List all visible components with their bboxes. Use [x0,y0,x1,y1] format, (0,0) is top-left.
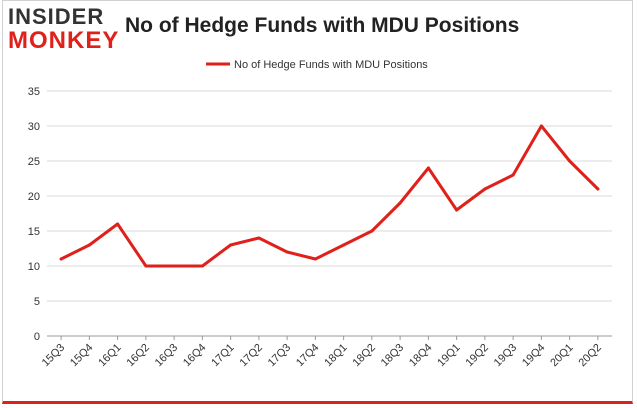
data-point [313,257,317,261]
x-tick-label: 16Q1 [96,342,124,370]
y-tick-label: 35 [28,86,40,98]
x-tick-label: 17Q1 [209,342,237,370]
data-point [172,264,176,268]
x-tick-label: 17Q2 [237,342,265,370]
data-point [285,250,289,254]
data-point [144,264,148,268]
x-tick-label: 18Q2 [350,342,378,370]
x-tick-label: 17Q3 [266,342,294,370]
x-tick-label: 19Q4 [520,342,548,370]
data-point [455,208,459,212]
y-tick-label: 15 [28,226,40,238]
y-tick-label: 20 [28,191,40,203]
data-point [87,243,91,247]
x-tick-label: 18Q1 [322,342,350,370]
x-tick-label: 15Q4 [68,342,96,370]
chart-title: No of Hedge Funds with MDU Positions [125,14,520,37]
data-point [370,229,374,233]
y-tick-label: 30 [28,121,40,133]
logo-text-top: INSIDER [8,4,105,29]
data-point [59,257,63,261]
x-tick-label: 17Q4 [294,342,322,370]
x-tick-label: 20Q1 [548,342,576,370]
data-point [257,236,261,240]
data-point [483,187,487,191]
x-tick-label: 19Q2 [463,342,491,370]
data-point [426,166,430,170]
x-tick-label: 15Q3 [40,342,68,370]
data-point [116,222,120,226]
x-tick-label: 18Q4 [407,342,435,370]
data-point [596,187,600,191]
x-tick-label: 18Q3 [379,342,407,370]
insider-monkey-logo: INSIDER MONKEY [8,6,118,56]
x-tick-label: 16Q3 [153,342,181,370]
y-tick-label: 5 [34,296,40,308]
data-point [200,264,204,268]
y-tick-label: 25 [28,156,40,168]
x-tick-label: 16Q2 [124,342,152,370]
data-point [539,124,543,128]
y-tick-label: 0 [34,331,40,343]
x-tick-label: 19Q3 [492,342,520,370]
data-point [568,159,572,163]
data-point [398,201,402,205]
data-point [342,243,346,247]
logo-text-bottom: MONKEY [8,27,120,54]
x-tick-label: 16Q4 [181,342,209,370]
y-tick-label: 10 [28,261,40,273]
x-tick-label: 19Q1 [435,342,463,370]
legend-entry: No of Hedge Funds with MDU Positions [234,59,428,71]
series-line [59,124,600,268]
x-tick-label: 20Q2 [576,342,604,370]
data-point [511,173,515,177]
data-point [229,243,233,247]
